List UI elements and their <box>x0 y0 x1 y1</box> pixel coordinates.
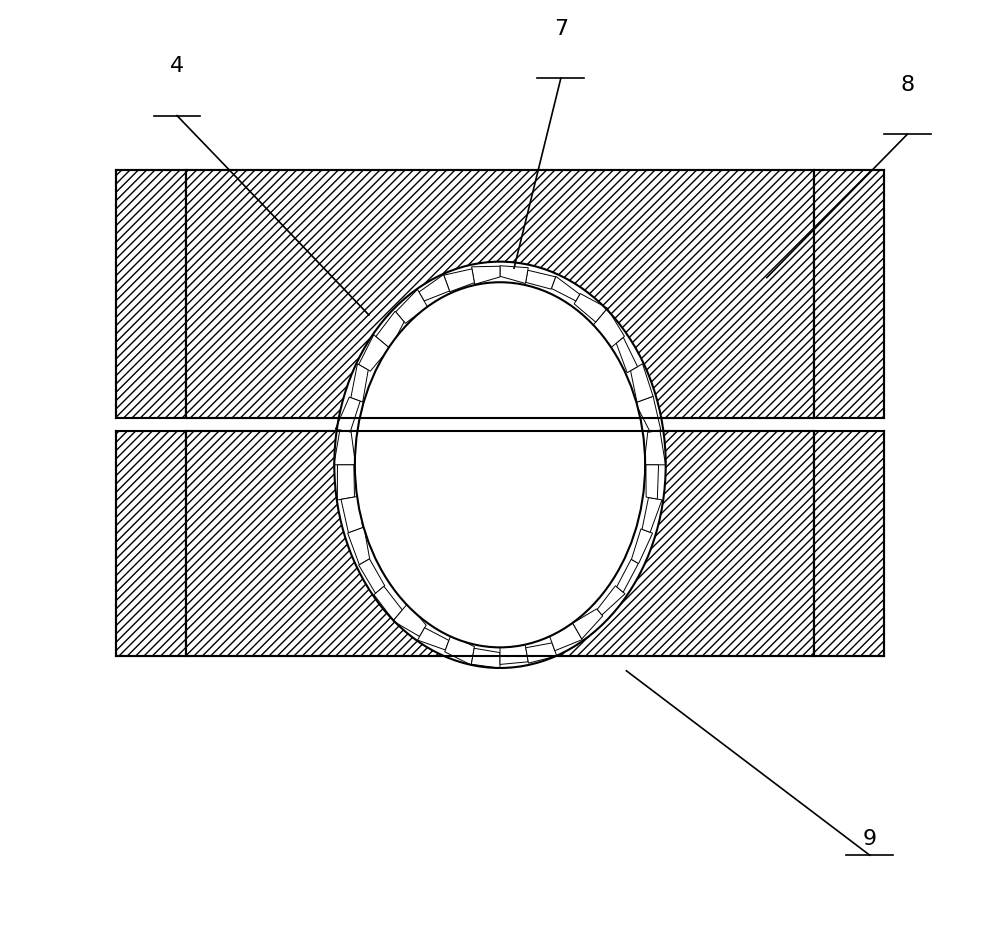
Polygon shape <box>573 608 603 639</box>
Polygon shape <box>574 294 607 322</box>
Polygon shape <box>592 308 624 347</box>
Polygon shape <box>471 648 500 669</box>
Polygon shape <box>646 465 659 499</box>
Polygon shape <box>348 527 370 564</box>
Polygon shape <box>551 276 580 301</box>
Bar <box>186 431 814 655</box>
Polygon shape <box>419 274 450 301</box>
Polygon shape <box>642 498 662 532</box>
Text: 9: 9 <box>863 829 877 849</box>
Polygon shape <box>617 560 638 593</box>
Polygon shape <box>351 363 368 402</box>
Polygon shape <box>500 266 528 284</box>
Polygon shape <box>644 430 666 465</box>
Text: 8: 8 <box>900 75 914 95</box>
Text: 7: 7 <box>554 19 568 38</box>
Bar <box>186 170 814 418</box>
Bar <box>116 431 186 655</box>
Polygon shape <box>341 497 363 532</box>
Polygon shape <box>334 430 356 465</box>
Polygon shape <box>444 269 474 292</box>
Bar <box>814 170 884 418</box>
Bar <box>814 431 884 655</box>
Polygon shape <box>393 604 426 637</box>
Polygon shape <box>445 635 474 665</box>
Polygon shape <box>359 335 390 371</box>
Polygon shape <box>359 559 385 593</box>
Text: 4: 4 <box>170 56 184 76</box>
Polygon shape <box>549 623 582 651</box>
Polygon shape <box>374 586 402 621</box>
Polygon shape <box>337 465 354 500</box>
Bar <box>116 170 186 418</box>
Polygon shape <box>472 267 500 285</box>
Polygon shape <box>635 396 661 432</box>
Ellipse shape <box>334 262 666 668</box>
Polygon shape <box>500 643 528 665</box>
Polygon shape <box>631 529 653 563</box>
Ellipse shape <box>355 283 645 647</box>
Polygon shape <box>526 643 557 663</box>
Polygon shape <box>526 270 556 289</box>
Polygon shape <box>376 311 404 348</box>
Polygon shape <box>418 628 449 650</box>
Polygon shape <box>335 397 360 432</box>
Bar <box>116 418 186 431</box>
Polygon shape <box>631 363 653 402</box>
Bar <box>814 418 884 431</box>
Polygon shape <box>616 337 638 373</box>
Polygon shape <box>396 289 428 323</box>
Polygon shape <box>597 586 625 615</box>
